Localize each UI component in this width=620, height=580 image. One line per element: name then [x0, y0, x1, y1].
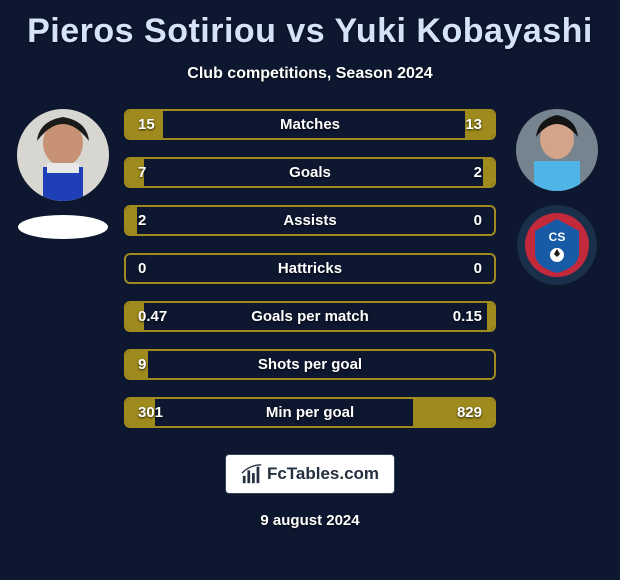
player-left-avatar: [17, 109, 109, 201]
stat-bars: 15 Matches 13 7 Goals 2 2 Assists 0 0 Hattricks 0 0.…: [118, 109, 502, 428]
stat-label: Hattricks: [278, 260, 342, 277]
crest-icon: CS: [517, 205, 597, 285]
stat-fill-right: [483, 159, 494, 186]
footer-brand-label: FcTables.com: [267, 464, 379, 484]
stat-row: 301 Min per goal 829: [124, 397, 496, 428]
footer-date: 9 august 2024: [0, 512, 620, 529]
stat-value-left: 9: [138, 356, 146, 373]
player-right-avatar: [516, 109, 598, 191]
right-side: CS: [502, 109, 612, 285]
stat-fill-right: [487, 303, 494, 330]
stat-row: 2 Assists 0: [124, 205, 496, 236]
footer-brand-logo[interactable]: FcTables.com: [225, 454, 395, 494]
stat-value-left: 301: [138, 404, 163, 421]
stat-value-right: 0: [474, 212, 482, 229]
stat-value-right: 13: [465, 116, 482, 133]
stat-label: Shots per goal: [258, 356, 362, 373]
stat-label: Min per goal: [266, 404, 354, 421]
stat-value-left: 0: [138, 260, 146, 277]
comparison-content: 15 Matches 13 7 Goals 2 2 Assists 0 0 Hattricks 0 0.…: [0, 109, 620, 428]
stat-label: Matches: [280, 116, 340, 133]
stat-value-right: 2: [474, 164, 482, 181]
subtitle: Club competitions, Season 2024: [0, 65, 620, 83]
club-left-placeholder: [18, 215, 108, 239]
stat-label: Assists: [283, 212, 336, 229]
left-side: [8, 109, 118, 239]
stat-value-right: 0.15: [453, 308, 482, 325]
page-title: Pieros Sotiriou vs Yuki Kobayashi: [0, 0, 620, 51]
stat-value-left: 15: [138, 116, 155, 133]
stat-row: 15 Matches 13: [124, 109, 496, 140]
stat-label: Goals: [289, 164, 331, 181]
avatar-placeholder-icon: [516, 109, 598, 191]
chart-bars-icon: [241, 463, 263, 485]
stat-value-left: 7: [138, 164, 146, 181]
stat-row: 0.47 Goals per match 0.15: [124, 301, 496, 332]
stat-value-right: 0: [474, 260, 482, 277]
club-right-crest: CS: [517, 205, 597, 285]
stat-value-left: 2: [138, 212, 146, 229]
stat-value-left: 0.47: [138, 308, 167, 325]
stat-row: 0 Hattricks 0: [124, 253, 496, 284]
stat-fill-left: [126, 207, 137, 234]
stat-value-right: 829: [457, 404, 482, 421]
stat-label: Goals per match: [251, 308, 369, 325]
svg-text:CS: CS: [549, 230, 566, 244]
stat-row: 7 Goals 2: [124, 157, 496, 188]
avatar-placeholder-icon: [17, 109, 109, 201]
stat-row: 9 Shots per goal: [124, 349, 496, 380]
